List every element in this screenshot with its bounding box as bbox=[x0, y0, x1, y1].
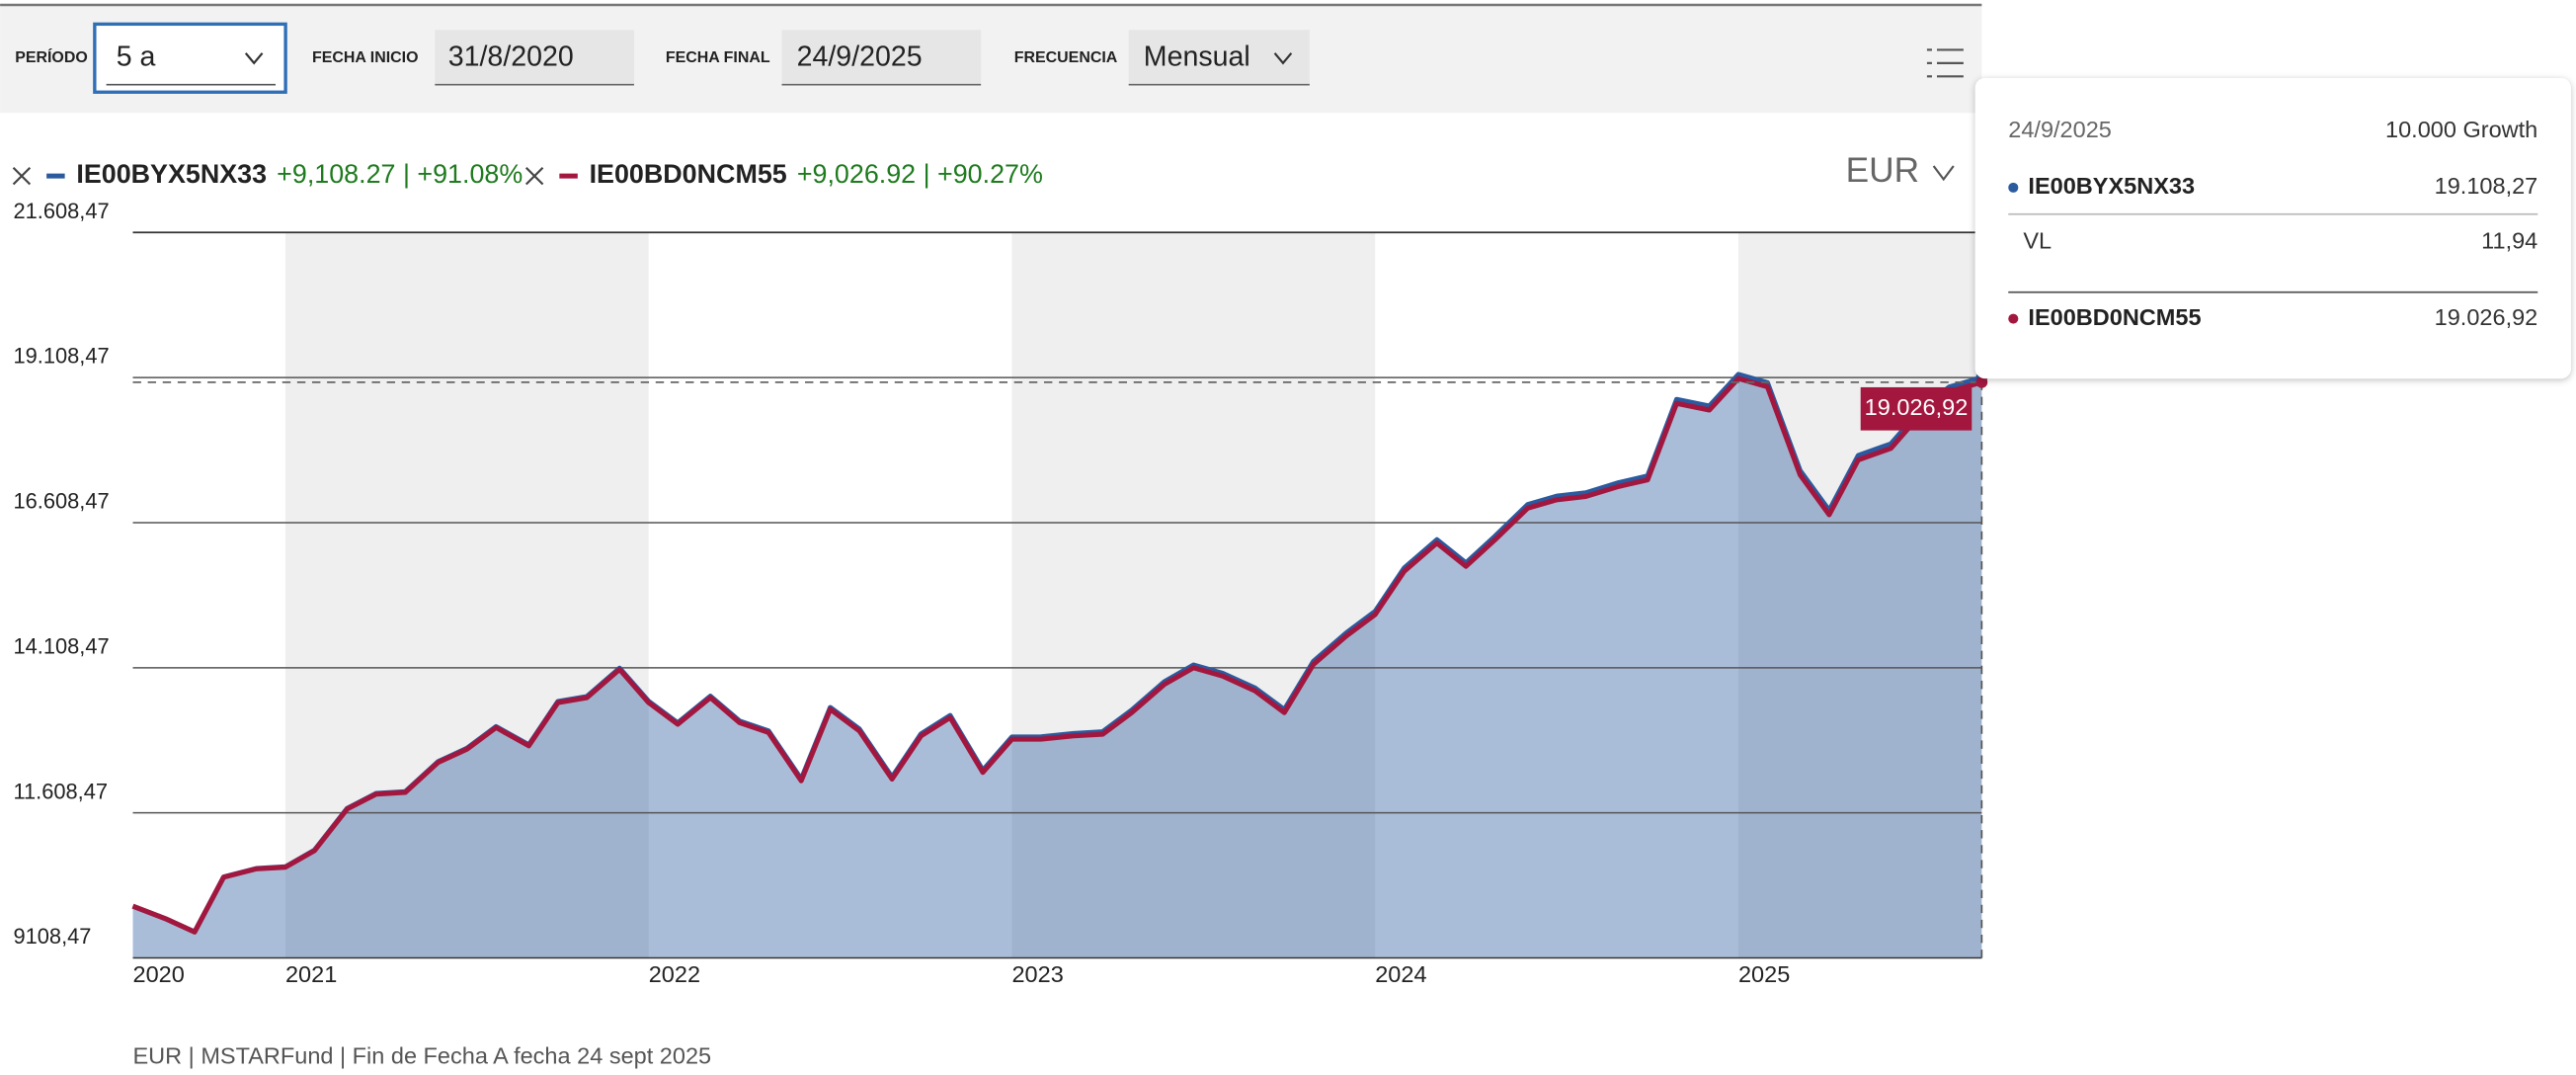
period-value: 5 a bbox=[117, 41, 156, 72]
end-label: FECHA FINAL bbox=[666, 49, 770, 66]
tooltip-name: VL bbox=[2023, 228, 2052, 254]
legend-close[interactable] bbox=[12, 166, 32, 186]
freq-label: FRECUENCIA bbox=[1014, 49, 1118, 66]
freq-value: Mensual bbox=[1144, 41, 1250, 72]
currency-select[interactable]: EUR bbox=[1846, 151, 1919, 190]
tooltip-box bbox=[1974, 77, 2571, 379]
x-tick-label: 2023 bbox=[1011, 961, 1063, 987]
start-label: FECHA INICIO bbox=[312, 49, 419, 66]
legend-change: +9,108.27 | +91.08% bbox=[277, 159, 523, 189]
legend: IE00BYX5NX33 +9,108.27 | +91.08% IE00BD0NC… bbox=[12, 159, 1043, 189]
x-tick-label: 2024 bbox=[1375, 961, 1426, 987]
x-tick-label: 2025 bbox=[1738, 961, 1790, 987]
x-tick-label: 2020 bbox=[133, 961, 185, 987]
chevron bbox=[244, 52, 264, 65]
tooltip-name: IE00BD0NCM55 bbox=[2028, 304, 2201, 330]
period-label: PERÍODO bbox=[15, 47, 88, 66]
chevron bbox=[1273, 52, 1293, 65]
tooltip-value: 19.108,27 bbox=[2435, 173, 2538, 199]
tooltip-name: IE00BYX5NX33 bbox=[2028, 173, 2195, 199]
tooltip-value: 11,94 bbox=[2481, 228, 2537, 254]
end-value: 24/9/2025 bbox=[797, 41, 923, 72]
year-band bbox=[1011, 232, 1376, 958]
marker-label: 19.026,92 bbox=[1865, 394, 1969, 420]
legend-label: IE00BYX5NX33 bbox=[76, 159, 267, 189]
plot-area: 9108,47 11.608,47 14.108,47 16.608,47 19.108… bbox=[14, 199, 1988, 987]
y-tick-label: 16.608,47 bbox=[14, 489, 110, 514]
series-line bbox=[131, 375, 1983, 935]
y-tick-label: 14.108,47 bbox=[14, 633, 110, 658]
y-tick-label: 11.608,47 bbox=[14, 779, 108, 803]
tooltip-dot bbox=[2008, 182, 2019, 193]
y-tick-label: 9108,47 bbox=[14, 924, 92, 949]
legend-label: IE00BD0NCM55 bbox=[590, 159, 787, 189]
area bbox=[132, 373, 1982, 958]
x-tick-label: 2021 bbox=[285, 961, 337, 987]
footer: EUR | MSTARFund | Fin de Fecha A fecha 2… bbox=[133, 1043, 712, 1069]
end-input[interactable] bbox=[781, 30, 982, 85]
start-input[interactable] bbox=[435, 30, 634, 85]
tooltip-header: 10.000 Growth bbox=[2385, 117, 2537, 142]
tooltip: 24/9/2025 10.000 Growth IE00BYX5NX33 19.… bbox=[1974, 77, 2571, 379]
list-icon[interactable] bbox=[1926, 48, 1964, 78]
tooltip-value: 19.026,92 bbox=[2435, 304, 2538, 330]
year-band bbox=[1737, 232, 1982, 958]
hover-dot bbox=[1975, 376, 1988, 388]
y-tick-label: 19.108,47 bbox=[14, 344, 110, 369]
toolbar bbox=[0, 5, 1982, 114]
legend-close[interactable] bbox=[524, 166, 544, 186]
year-band bbox=[284, 232, 649, 958]
marker-label-bg bbox=[1860, 386, 1972, 431]
y-tick-label: 21.608,47 bbox=[14, 199, 110, 223]
tooltip-dot bbox=[2008, 313, 2019, 324]
start-value: 31/8/2020 bbox=[448, 41, 574, 72]
tooltip-date: 24/9/2025 bbox=[2008, 117, 2112, 142]
x-tick-label: 2022 bbox=[649, 961, 700, 987]
chevron bbox=[1932, 165, 1955, 182]
period-select[interactable] bbox=[93, 22, 287, 94]
legend-change: +9,026.92 | +90.27% bbox=[797, 159, 1043, 189]
